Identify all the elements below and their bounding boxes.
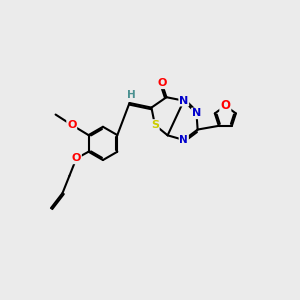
- Text: N: N: [179, 135, 188, 145]
- Text: N: N: [192, 108, 201, 118]
- Text: O: O: [220, 99, 230, 112]
- Text: O: O: [72, 153, 81, 164]
- Text: O: O: [67, 120, 76, 130]
- Text: H: H: [127, 90, 136, 100]
- Text: S: S: [151, 120, 159, 130]
- Text: N: N: [179, 96, 188, 106]
- Text: O: O: [220, 99, 230, 112]
- Text: O: O: [157, 78, 167, 88]
